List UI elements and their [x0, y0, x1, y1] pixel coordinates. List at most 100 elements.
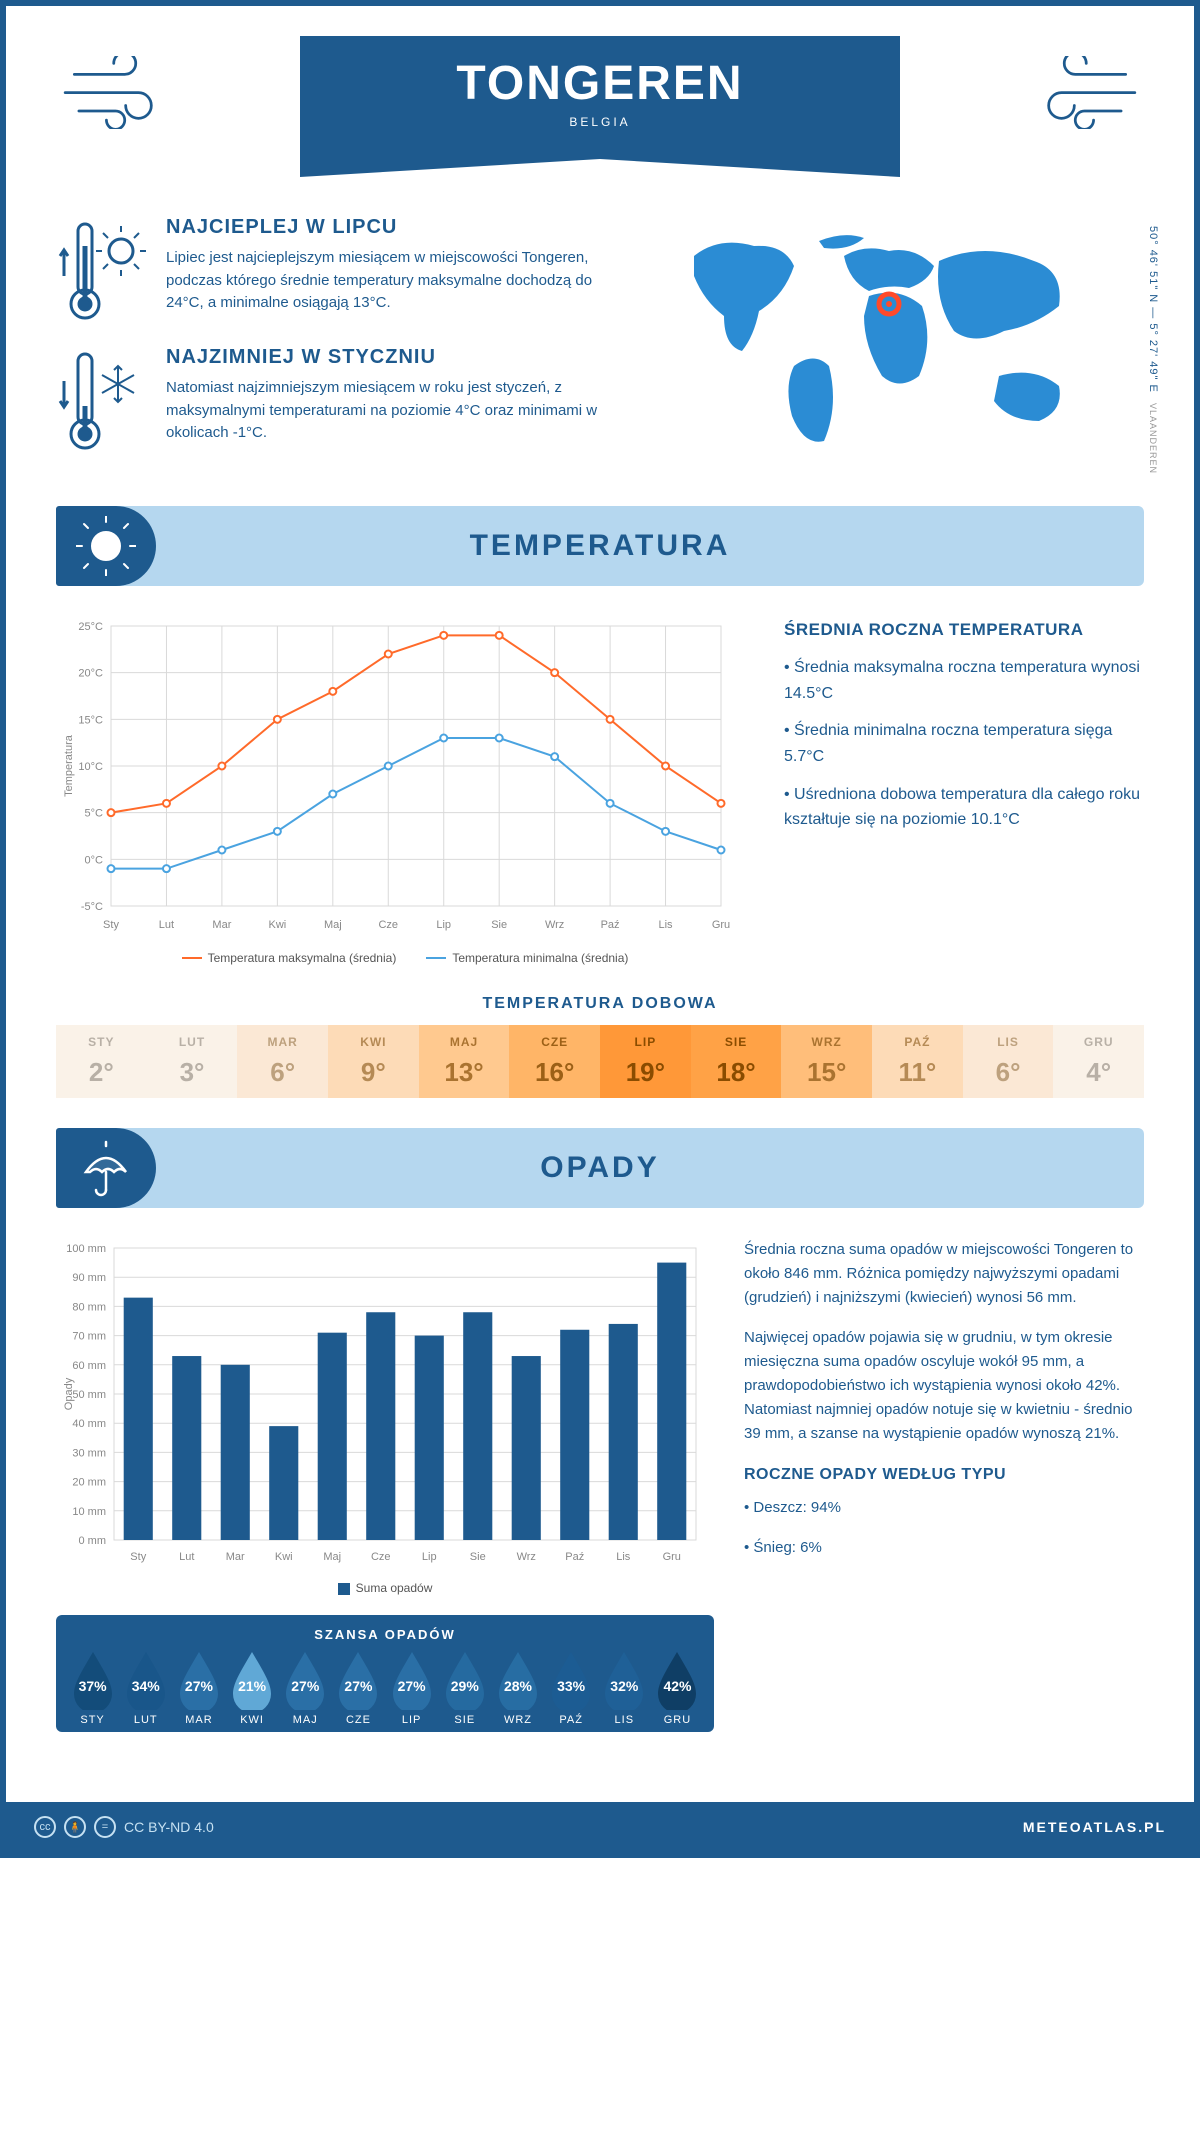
svg-text:20°C: 20°C	[78, 668, 103, 680]
section-header-temperature: TEMPERATURA	[56, 506, 1144, 586]
daily-temp-cell: MAR6°	[237, 1025, 328, 1098]
svg-text:0 mm: 0 mm	[79, 1535, 107, 1547]
svg-text:20 mm: 20 mm	[72, 1477, 106, 1489]
svg-text:Cze: Cze	[378, 919, 398, 931]
precip-chance-drop: 27%MAR	[172, 1650, 225, 1726]
svg-text:Paź: Paź	[565, 1551, 584, 1563]
svg-text:70 mm: 70 mm	[72, 1331, 106, 1343]
precip-chance-panel: SZANSA OPADÓW 37%STY 34%LUT 27%MAR 21%KW…	[56, 1615, 714, 1732]
city-name: TONGEREN	[300, 56, 900, 111]
svg-text:Sty: Sty	[103, 919, 119, 931]
precip-chance-drop: 34%LUT	[119, 1650, 172, 1726]
daily-temp-cell: KWI9°	[328, 1025, 419, 1098]
svg-text:Lip: Lip	[436, 919, 451, 931]
daily-temp-cell: SIE18°	[691, 1025, 782, 1098]
svg-text:40 mm: 40 mm	[72, 1418, 106, 1430]
fact-cold-text: Natomiast najzimniejszym miesiącem w rok…	[166, 377, 624, 445]
thermometer-sun-icon	[56, 216, 146, 316]
title-banner: TONGEREN BELGIA	[300, 36, 900, 159]
svg-text:5°C: 5°C	[85, 808, 104, 820]
svg-text:Mar: Mar	[226, 1551, 245, 1563]
precip-chance-drop: 27%CZE	[332, 1650, 385, 1726]
svg-text:Lut: Lut	[159, 919, 174, 931]
temperature-chart: -5°C 0°C 5°C 10°C 15°C 20°C 25°C Sty Lut Mar Kwi Ma…	[56, 616, 754, 965]
daily-temp-cell: CZE16°	[509, 1025, 600, 1098]
daily-temp-cell: MAJ13°	[419, 1025, 510, 1098]
svg-text:50 mm: 50 mm	[72, 1389, 106, 1401]
precip-chance-drop: 42%GRU	[651, 1650, 704, 1726]
chart-legend: Temperatura maksymalna (średnia) Tempera…	[56, 951, 754, 965]
precip-chance-drop: 28%WRZ	[491, 1650, 544, 1726]
license-text: CC BY-ND 4.0	[124, 1819, 214, 1835]
precip-summary: Średnia roczna suma opadów w miejscowośc…	[744, 1238, 1144, 1732]
svg-text:30 mm: 30 mm	[72, 1447, 106, 1459]
svg-text:90 mm: 90 mm	[72, 1272, 106, 1284]
by-icon: 🧍	[64, 1816, 86, 1838]
sun-icon	[56, 506, 156, 586]
daily-temp-cell: LIS6°	[963, 1025, 1054, 1098]
svg-text:Kwi: Kwi	[275, 1551, 293, 1563]
svg-text:Wrz: Wrz	[545, 919, 564, 931]
wind-icon	[1034, 56, 1144, 136]
svg-text:Lut: Lut	[179, 1551, 194, 1563]
section-header-precip: OPADY	[56, 1128, 1144, 1208]
svg-text:Lip: Lip	[422, 1551, 437, 1563]
precip-chance-drop: 37%STY	[66, 1650, 119, 1726]
svg-text:Opady: Opady	[63, 1377, 75, 1410]
world-map: 50° 46' 51" N — 5° 27' 49" E VLAANDEREN	[664, 216, 1144, 476]
svg-text:60 mm: 60 mm	[72, 1360, 106, 1372]
precip-chance-drop: 21%KWI	[226, 1650, 279, 1726]
svg-text:Sie: Sie	[491, 919, 507, 931]
precip-chance-drop: 32%LIS	[598, 1650, 651, 1726]
footer: cc 🧍 = CC BY-ND 4.0 METEOATLAS.PL	[6, 1802, 1194, 1852]
precip-chance-drop: 29%SIE	[438, 1650, 491, 1726]
daily-temp-cell: GRU4°	[1053, 1025, 1144, 1098]
section-title: TEMPERATURA	[470, 529, 731, 563]
precip-bar-chart: 0 mm 10 mm 20 mm 30 mm 40 mm 50 mm 60 mm 70 mm 8…	[56, 1238, 714, 1732]
daily-temp-cell: WRZ15°	[781, 1025, 872, 1098]
svg-text:Temperatura: Temperatura	[63, 734, 75, 797]
site-name: METEOATLAS.PL	[1023, 1819, 1166, 1835]
fact-coldest: NAJZIMNIEJ W STYCZNIU Natomiast najzimni…	[56, 346, 624, 446]
header: TONGEREN BELGIA	[56, 36, 1144, 186]
svg-text:Lis: Lis	[659, 919, 674, 931]
fact-hot-text: Lipiec jest najcieplejszym miesiącem w m…	[166, 247, 624, 315]
temperature-summary: ŚREDNIA ROCZNA TEMPERATURA • Średnia mak…	[784, 616, 1144, 965]
section-title: OPADY	[540, 1151, 659, 1185]
fact-hot-title: NAJCIEPLEJ W LIPCU	[166, 216, 624, 239]
country-name: BELGIA	[300, 115, 900, 129]
svg-text:Cze: Cze	[371, 1551, 391, 1563]
svg-text:10°C: 10°C	[78, 761, 103, 773]
precip-chance-drop: 27%LIP	[385, 1650, 438, 1726]
nd-icon: =	[94, 1816, 116, 1838]
daily-temp-title: TEMPERATURA DOBOWA	[56, 995, 1144, 1013]
svg-text:15°C: 15°C	[78, 714, 103, 726]
svg-text:Sty: Sty	[130, 1551, 146, 1563]
daily-temp-cell: PAŹ11°	[872, 1025, 963, 1098]
fact-hottest: NAJCIEPLEJ W LIPCU Lipiec jest najcieple…	[56, 216, 624, 316]
svg-text:0°C: 0°C	[85, 854, 104, 866]
svg-text:Sie: Sie	[470, 1551, 486, 1563]
svg-text:10 mm: 10 mm	[72, 1506, 106, 1518]
svg-text:Kwi: Kwi	[268, 919, 286, 931]
svg-text:100 mm: 100 mm	[66, 1243, 106, 1255]
daily-temp-cell: LUT3°	[147, 1025, 238, 1098]
fact-cold-title: NAJZIMNIEJ W STYCZNIU	[166, 346, 624, 369]
svg-text:Lis: Lis	[616, 1551, 631, 1563]
precip-chance-drop: 27%MAJ	[279, 1650, 332, 1726]
daily-temp-cell: STY2°	[56, 1025, 147, 1098]
coordinates: 50° 46' 51" N — 5° 27' 49" E VLAANDEREN	[1147, 226, 1159, 474]
daily-temp-cell: LIP19°	[600, 1025, 691, 1098]
svg-text:80 mm: 80 mm	[72, 1301, 106, 1313]
svg-text:Gru: Gru	[712, 919, 730, 931]
bar-legend: Suma opadów	[56, 1581, 714, 1595]
daily-temp-table: STY2°LUT3°MAR6°KWI9°MAJ13°CZE16°LIP19°SI…	[56, 1025, 1144, 1098]
svg-text:Maj: Maj	[324, 919, 342, 931]
umbrella-icon	[56, 1128, 156, 1208]
svg-text:-5°C: -5°C	[81, 901, 103, 913]
svg-text:Paź: Paź	[601, 919, 620, 931]
svg-text:25°C: 25°C	[78, 621, 103, 633]
svg-text:Gru: Gru	[663, 1551, 681, 1563]
svg-text:Mar: Mar	[212, 919, 231, 931]
svg-text:Wrz: Wrz	[517, 1551, 536, 1563]
